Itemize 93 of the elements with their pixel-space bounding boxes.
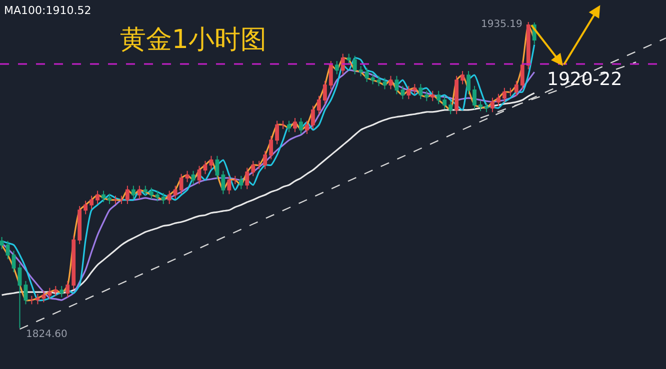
candlestick: [406, 85, 411, 100]
candlestick: [173, 185, 178, 200]
candlestick: [36, 293, 40, 305]
candlestick: [221, 170, 226, 195]
candlestick: [514, 80, 518, 97]
candlestick: [316, 95, 321, 115]
candlestick: [526, 22, 530, 70]
candlestick: [340, 53, 345, 75]
candlestick: [454, 75, 459, 115]
candlestick: [430, 90, 435, 102]
candlestick: [388, 75, 393, 90]
chart-title: 黄金1小时图: [120, 24, 266, 55]
candlestick: [125, 185, 130, 205]
candlestick: [382, 77, 387, 90]
candlestick: [466, 70, 470, 95]
candlestick: [287, 120, 291, 133]
candlestick: [155, 190, 160, 202]
candlestick: [6, 240, 10, 260]
candlestick: [72, 235, 76, 290]
candlestick: [90, 195, 94, 210]
candlestick: [233, 175, 238, 185]
candlestick: [412, 83, 417, 95]
candlestick: [0, 236, 4, 250]
candlestick: [346, 53, 351, 65]
candlestick: [520, 60, 524, 90]
candlestick: [322, 80, 327, 105]
candlestick: [131, 185, 136, 200]
candlestick: [472, 85, 476, 110]
candlestick: [12, 250, 16, 273]
candlestick: [328, 60, 333, 90]
candlestick: [191, 170, 196, 185]
candlestick: [215, 155, 220, 180]
candlestick: [203, 160, 208, 175]
candlestick: [30, 295, 34, 305]
candlestick: [185, 170, 190, 183]
candlestick: [352, 55, 357, 75]
candlestick: [508, 87, 512, 97]
candlestick: [400, 85, 405, 100]
candlestick: [460, 70, 465, 85]
text: MA100:1910.52: [4, 4, 92, 17]
candlestick: [149, 187, 154, 200]
candlestick: [251, 160, 256, 177]
candlestick: [48, 287, 52, 300]
candlestick: [358, 65, 363, 77]
candlestick: [496, 93, 500, 107]
candlestick: [436, 90, 441, 105]
candlestick: [137, 185, 142, 200]
candlestick: [448, 100, 453, 115]
candlestick: [275, 120, 280, 145]
candlestick: [245, 167, 250, 190]
candlestick: [257, 160, 262, 170]
candlestick: [484, 102, 488, 113]
candlestick: [114, 195, 118, 205]
candlestick: [310, 105, 315, 130]
candlestick: [334, 60, 339, 75]
candlestick: [120, 195, 124, 205]
candlestick: [364, 67, 369, 83]
candlestick: [108, 193, 112, 205]
candlestick: [18, 263, 22, 328]
candlestick: [179, 173, 184, 195]
candlestick: [370, 73, 375, 85]
annotation: 1935.19: [481, 19, 522, 30]
candlestick: [478, 100, 482, 112]
candlestick: [209, 155, 214, 170]
candlestick: [442, 95, 447, 110]
candlestick: [269, 135, 274, 160]
candlestick: [502, 87, 506, 103]
candlestick: [66, 280, 70, 298]
candlestick: [424, 90, 429, 102]
candlestick: [161, 192, 166, 205]
candlestick: [376, 75, 381, 87]
candlestick: [24, 280, 28, 305]
candlestick: [84, 200, 88, 215]
candlestick: [197, 165, 202, 185]
candlestick: [239, 175, 244, 190]
candlestick: [418, 83, 423, 100]
candlestick: [54, 285, 58, 297]
candlestick: [167, 190, 172, 205]
candlestick: [293, 117, 297, 133]
candlestick: [299, 117, 303, 135]
candlestick: [42, 290, 46, 303]
candlestick: [263, 150, 268, 170]
candlestick: [490, 97, 494, 113]
candlestick: [305, 120, 309, 135]
candlestick: [78, 205, 82, 245]
candlestick: [227, 175, 232, 195]
text: 1824.60: [26, 329, 68, 340]
candlestick: [143, 185, 148, 197]
candlestick: [102, 190, 106, 203]
candlestick: [60, 285, 64, 298]
candlestick: [96, 190, 100, 205]
candlestick: [281, 120, 285, 130]
candlestick: [394, 75, 399, 95]
